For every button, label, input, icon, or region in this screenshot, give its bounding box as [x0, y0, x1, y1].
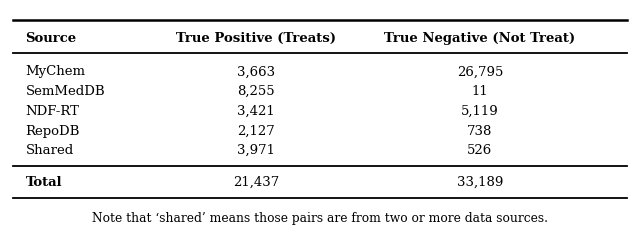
Text: Note that ‘shared’ means those pairs are from two or more data sources.: Note that ‘shared’ means those pairs are… [92, 212, 548, 225]
Text: True Negative (Not Treat): True Negative (Not Treat) [385, 32, 575, 45]
Text: True Positive (Treats): True Positive (Treats) [176, 32, 336, 45]
Text: 3,971: 3,971 [237, 144, 275, 157]
Text: 26,795: 26,795 [457, 66, 503, 78]
Text: Shared: Shared [26, 144, 74, 157]
Text: MyChem: MyChem [26, 66, 86, 78]
Text: 526: 526 [467, 144, 493, 157]
Text: Total: Total [26, 176, 62, 189]
Text: SemMedDB: SemMedDB [26, 85, 105, 98]
Text: 21,437: 21,437 [233, 176, 279, 189]
Text: Source: Source [26, 32, 77, 45]
Text: 2,127: 2,127 [237, 125, 275, 138]
Text: 33,189: 33,189 [457, 176, 503, 189]
Text: 738: 738 [467, 125, 493, 138]
Text: 5,119: 5,119 [461, 105, 499, 118]
Text: 3,663: 3,663 [237, 66, 275, 78]
Text: NDF-RT: NDF-RT [26, 105, 79, 118]
Text: RepoDB: RepoDB [26, 125, 80, 138]
Text: 8,255: 8,255 [237, 85, 275, 98]
Text: 3,421: 3,421 [237, 105, 275, 118]
Text: 11: 11 [472, 85, 488, 98]
